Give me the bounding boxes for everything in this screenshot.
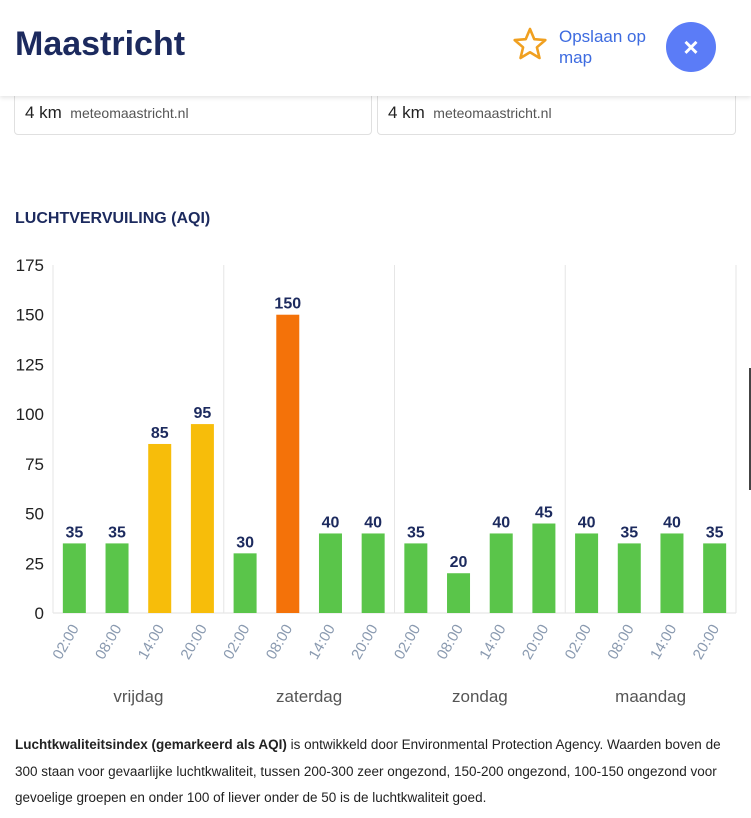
bar-value-label: 35 <box>407 524 425 541</box>
bar <box>404 543 428 613</box>
y-tick-label: 25 <box>25 554 44 573</box>
bar-value-label: 95 <box>194 405 212 422</box>
x-tick-label: 14:00 <box>476 622 509 663</box>
bar <box>148 443 172 613</box>
aqi-explanation-bold: Luchtkwaliteitsindex (gemarkeerd als AQI… <box>15 737 287 752</box>
source-name: meteomaastricht.nl <box>70 105 189 121</box>
source-card-content: 4 km meteomaastricht.nl <box>25 103 189 123</box>
x-tick-label: 02:00 <box>49 622 82 663</box>
x-tick-label: 14:00 <box>135 622 168 663</box>
source-distance: 4 km <box>25 103 62 122</box>
section-title: LUCHTVERVUILING (AQI) <box>15 210 211 227</box>
bar-value-label: 40 <box>578 514 596 531</box>
bar-value-label: 35 <box>108 524 126 541</box>
bar <box>575 533 599 613</box>
bar-value-label: 85 <box>151 425 169 442</box>
x-tick-label: 20:00 <box>519 622 552 663</box>
bar <box>105 543 129 613</box>
bar <box>233 553 257 613</box>
y-tick-label: 125 <box>16 355 44 374</box>
close-icon: × <box>683 32 699 62</box>
x-tick-label: 02:00 <box>220 622 253 663</box>
source-name: meteomaastricht.nl <box>433 105 552 121</box>
day-label: zaterdag <box>276 687 342 706</box>
aqi-chart: 0 25 50 75 100 125 150 175 35 02:00 35 08:00 85 14:00… <box>16 256 737 706</box>
header-bar: Maastricht Opslaan op map × <box>0 0 751 96</box>
x-tick-label: 20:00 <box>348 622 381 663</box>
bar <box>660 533 684 613</box>
x-tick-label: 08:00 <box>92 622 125 663</box>
bar-value-label: 45 <box>535 505 553 522</box>
bar-value-label: 35 <box>706 524 724 541</box>
bar-value-label: 20 <box>450 554 468 571</box>
star-icon <box>513 27 547 60</box>
bar <box>703 543 727 613</box>
bar-value-label: 40 <box>492 514 510 531</box>
x-tick-label: 08:00 <box>604 622 637 663</box>
y-tick-label: 75 <box>25 455 44 474</box>
y-tick-label: 100 <box>16 405 44 424</box>
bar-value-label: 35 <box>65 524 83 541</box>
x-tick-label: 20:00 <box>690 622 723 663</box>
page-title: Maastricht <box>15 25 186 63</box>
close-button[interactable]: × <box>666 22 716 72</box>
bar-value-label: 40 <box>663 514 681 531</box>
bar-value-label: 30 <box>236 534 254 551</box>
bar <box>532 523 556 613</box>
bar <box>62 543 86 613</box>
y-tick-label: 150 <box>16 306 44 325</box>
aqi-explanation: Luchtkwaliteitsindex (gemarkeerd als AQI… <box>15 732 737 812</box>
y-tick-label: 50 <box>25 505 44 524</box>
x-tick-label: 08:00 <box>263 622 296 663</box>
bar <box>361 533 385 613</box>
aqi-explanation-text: is ontwikkeld door Environmental Protect… <box>15 737 721 805</box>
day-label: zondag <box>452 687 508 706</box>
bar <box>190 424 214 613</box>
bar-value-label: 40 <box>364 514 382 531</box>
y-tick-label: 0 <box>35 604 44 623</box>
day-label: vrijdag <box>113 687 163 706</box>
bar <box>276 314 300 613</box>
bar <box>617 543 641 613</box>
bar-value-label: 40 <box>322 514 340 531</box>
save-to-map-label: Opslaan op map <box>559 27 646 67</box>
x-tick-label: 14:00 <box>647 622 680 663</box>
day-label: maandag <box>615 687 686 706</box>
x-tick-label: 14:00 <box>305 622 338 663</box>
source-card-content: 4 km meteomaastricht.nl <box>388 103 552 123</box>
source-distance: 4 km <box>388 103 425 122</box>
x-tick-label: 08:00 <box>433 622 466 663</box>
y-tick-label: 175 <box>16 256 44 275</box>
x-tick-label: 02:00 <box>391 622 424 663</box>
bar-value-label: 150 <box>274 296 301 313</box>
scrollbar[interactable] <box>749 368 751 490</box>
x-tick-label: 02:00 <box>562 622 595 663</box>
bar <box>447 573 471 613</box>
x-tick-label: 20:00 <box>177 622 210 663</box>
bar <box>318 533 342 613</box>
bar <box>489 533 513 613</box>
bar-value-label: 35 <box>620 524 638 541</box>
save-to-map-button[interactable]: Opslaan op map <box>512 26 662 70</box>
